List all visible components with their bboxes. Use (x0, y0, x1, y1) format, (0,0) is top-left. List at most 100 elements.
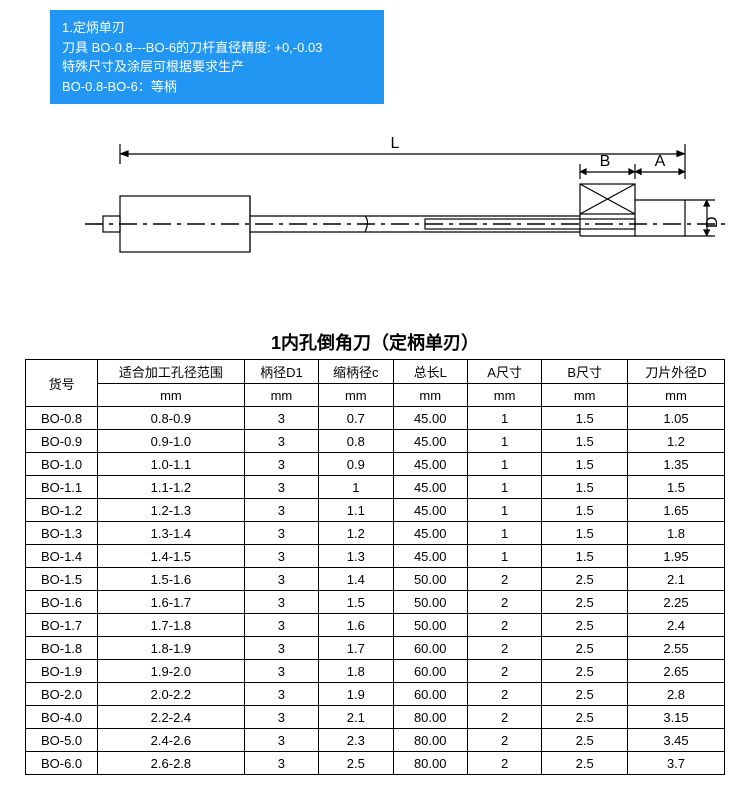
cell-c: 0.9 (319, 453, 393, 476)
cell-l: 50.00 (393, 568, 467, 591)
cell-d1: 3 (244, 729, 318, 752)
cell-d1: 3 (244, 476, 318, 499)
cell-c: 1.1 (319, 499, 393, 522)
cell-c: 1 (319, 476, 393, 499)
cell-d1: 3 (244, 430, 318, 453)
cell-a: 1 (467, 430, 541, 453)
hdr-d1: 柄径D1 (244, 360, 318, 384)
cell-a: 2 (467, 683, 541, 706)
cell-range: 1.1-1.2 (98, 476, 245, 499)
table-row: BO-1.01.0-1.130.945.0011.51.35 (26, 453, 725, 476)
cell-a: 2 (467, 752, 541, 775)
cell-l: 45.00 (393, 476, 467, 499)
cell-l: 80.00 (393, 729, 467, 752)
unit-b: mm (542, 384, 628, 407)
unit-d1: mm (244, 384, 318, 407)
spec-table: 货号 适合加工孔径范围 柄径D1 缩柄径c 总长L A尺寸 B尺寸 刀片外径D … (25, 359, 725, 775)
cell-range: 1.9-2.0 (98, 660, 245, 683)
dim-label-L: L (391, 135, 400, 152)
cell-a: 2 (467, 660, 541, 683)
cell-d: 1.65 (628, 499, 725, 522)
cell-code: BO-1.5 (26, 568, 98, 591)
cell-range: 2.6-2.8 (98, 752, 245, 775)
cell-b: 2.5 (542, 568, 628, 591)
cell-range: 1.2-1.3 (98, 499, 245, 522)
table-title: 1内孔倒角刀（定柄单刃） (0, 329, 750, 355)
header-row-labels: 货号 适合加工孔径范围 柄径D1 缩柄径c 总长L A尺寸 B尺寸 刀片外径D (26, 360, 725, 384)
cell-b: 1.5 (542, 476, 628, 499)
unit-range: mm (98, 384, 245, 407)
cell-d1: 3 (244, 752, 318, 775)
table-row: BO-1.11.1-1.23145.0011.51.5 (26, 476, 725, 499)
cell-range: 1.4-1.5 (98, 545, 245, 568)
cell-l: 80.00 (393, 752, 467, 775)
cell-l: 45.00 (393, 430, 467, 453)
cell-range: 2.0-2.2 (98, 683, 245, 706)
table-row: BO-1.51.5-1.631.450.0022.52.1 (26, 568, 725, 591)
cell-b: 2.5 (542, 729, 628, 752)
tool-diagram: L B A (25, 124, 725, 309)
cell-b: 2.5 (542, 637, 628, 660)
cell-code: BO-6.0 (26, 752, 98, 775)
cell-d: 1.35 (628, 453, 725, 476)
cell-b: 2.5 (542, 591, 628, 614)
cell-d: 1.5 (628, 476, 725, 499)
cell-d1: 3 (244, 453, 318, 476)
hdr-l: 总长L (393, 360, 467, 384)
cell-d1: 3 (244, 660, 318, 683)
cell-c: 2.1 (319, 706, 393, 729)
cell-d1: 3 (244, 637, 318, 660)
cell-d: 2.65 (628, 660, 725, 683)
cell-d1: 3 (244, 499, 318, 522)
unit-a: mm (467, 384, 541, 407)
cell-range: 1.8-1.9 (98, 637, 245, 660)
table-row: BO-2.02.0-2.231.960.0022.52.8 (26, 683, 725, 706)
cell-l: 60.00 (393, 637, 467, 660)
cell-d: 2.4 (628, 614, 725, 637)
cell-b: 1.5 (542, 407, 628, 430)
cell-c: 0.8 (319, 430, 393, 453)
dim-label-B: B (600, 153, 611, 170)
cell-d: 1.8 (628, 522, 725, 545)
table-row: BO-1.71.7-1.831.650.0022.52.4 (26, 614, 725, 637)
cell-d: 3.45 (628, 729, 725, 752)
cell-a: 1 (467, 522, 541, 545)
cell-l: 45.00 (393, 545, 467, 568)
cell-d1: 3 (244, 591, 318, 614)
cell-c: 1.8 (319, 660, 393, 683)
cell-a: 1 (467, 545, 541, 568)
cell-range: 1.7-1.8 (98, 614, 245, 637)
header-row-units: mm mm mm mm mm mm mm (26, 384, 725, 407)
cell-code: BO-0.9 (26, 430, 98, 453)
cell-b: 1.5 (542, 499, 628, 522)
cell-code: BO-1.8 (26, 637, 98, 660)
cell-a: 2 (467, 637, 541, 660)
info-box: 1.定炳单刃 刀具 BO-0.8---BO-6的刀杆直径精度: +0,-0.03… (50, 10, 384, 104)
cell-b: 2.5 (542, 752, 628, 775)
cell-range: 1.3-1.4 (98, 522, 245, 545)
cell-d: 3.15 (628, 706, 725, 729)
cell-c: 1.7 (319, 637, 393, 660)
cell-b: 1.5 (542, 430, 628, 453)
cell-a: 1 (467, 476, 541, 499)
table-row: BO-1.41.4-1.531.345.0011.51.95 (26, 545, 725, 568)
info-line-2: 刀具 BO-0.8---BO-6的刀杆直径精度: +0,-0.03 (62, 38, 372, 58)
cell-c: 1.6 (319, 614, 393, 637)
cell-d1: 3 (244, 683, 318, 706)
table-row: BO-1.21.2-1.331.145.0011.51.65 (26, 499, 725, 522)
cell-c: 0.7 (319, 407, 393, 430)
cell-l: 45.00 (393, 453, 467, 476)
unit-d: mm (628, 384, 725, 407)
cell-d: 1.95 (628, 545, 725, 568)
cell-c: 1.3 (319, 545, 393, 568)
info-line-3: 特殊尺寸及涂层可根据要求生产 (62, 57, 372, 77)
cell-code: BO-1.3 (26, 522, 98, 545)
cell-c: 1.9 (319, 683, 393, 706)
hdr-c: 缩柄径c (319, 360, 393, 384)
cell-l: 60.00 (393, 683, 467, 706)
table-row: BO-0.90.9-1.030.845.0011.51.2 (26, 430, 725, 453)
cell-range: 0.8-0.9 (98, 407, 245, 430)
unit-l: mm (393, 384, 467, 407)
cell-c: 2.3 (319, 729, 393, 752)
cell-d: 2.1 (628, 568, 725, 591)
